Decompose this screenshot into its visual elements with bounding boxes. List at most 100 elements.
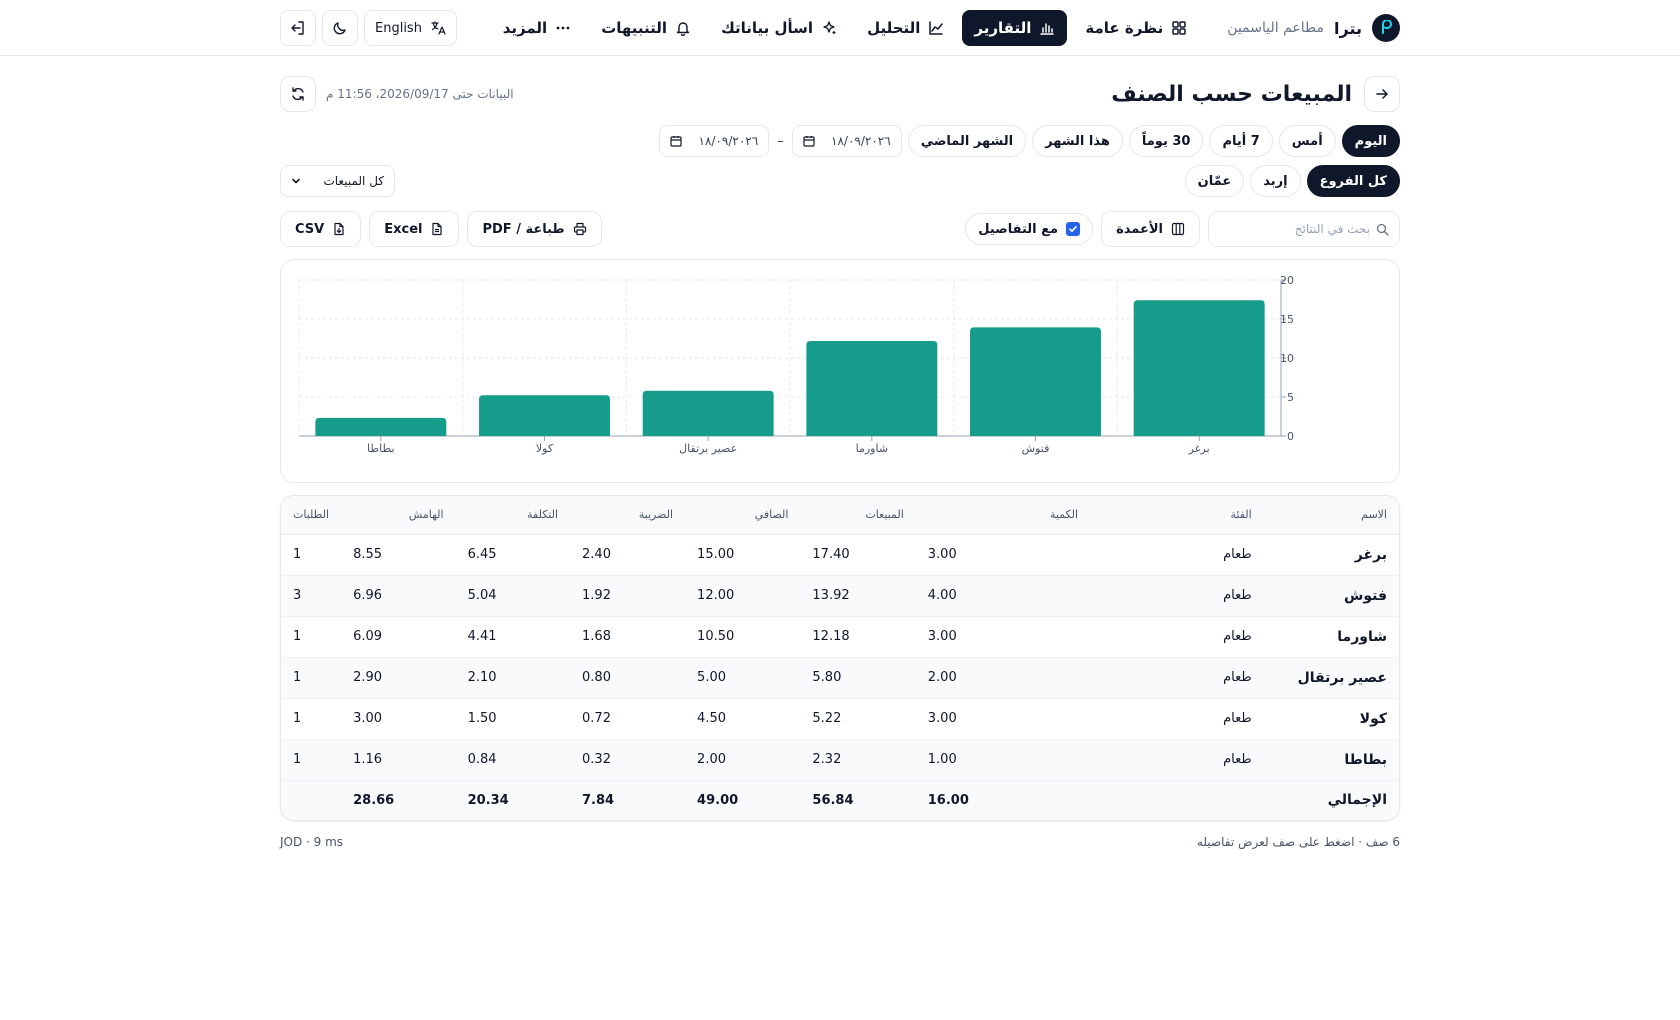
nav-ask-data[interactable]: اسأل بياناتك [709,10,849,46]
back-button[interactable] [1364,76,1400,112]
branch-irbid[interactable]: إربد [1250,165,1301,197]
language-toggle-button[interactable]: English [364,10,457,46]
cell-sales: 5.22 [800,698,916,740]
x-tick-label: شاورما [856,442,888,455]
table-row[interactable]: بطاطا طعام 1.00 2.32 2.00 0.32 0.84 1.16 1 [281,739,1399,781]
col-orders-header[interactable]: الطلبات [281,496,342,535]
brand[interactable]: بترا مطاعم الياسمين [1227,14,1400,42]
y-tick-label: 15 [1280,313,1294,326]
table-row[interactable]: شاورما طعام 3.00 12.18 10.50 1.68 4.41 6.09 1 [281,616,1399,658]
with-details-toggle[interactable]: مع التفاصيل [965,213,1094,245]
cell-net: 10.50 [685,616,801,658]
cell-tax: 0.72 [570,698,686,740]
date-from-input[interactable]: ١٨/٠٩/٢٠٢٦ [791,125,902,157]
branch-filters: كل الفروع إربد عمّان كل المبيعات [280,165,1400,197]
cell-orders: 1 [281,657,342,699]
report-footer: 6 صف · اضغط على صف لعرض تفاصيله JOD · 9 … [280,835,1400,849]
nav-alerts[interactable]: التنبيهات [589,10,703,46]
col-sales-header[interactable]: المبيعات [800,496,916,535]
with-details-checkbox[interactable] [1066,222,1081,236]
cell-sales: 2.32 [800,739,916,781]
search-box[interactable] [1208,211,1400,247]
table-row[interactable]: عصير برتقال طعام 2.00 5.80 5.00 0.80 2.10 2.90 1 [281,657,1399,699]
cell-name: كولا [1263,698,1399,740]
theme-toggle-button[interactable] [322,10,358,46]
csv-export-button[interactable]: CSV [280,211,362,247]
period-30-days[interactable]: 30 يوماً [1128,125,1204,157]
moon-icon [332,20,348,36]
period-last-month[interactable]: الشهر الماضي [907,125,1027,157]
bell-icon [675,20,691,36]
col-name-header[interactable]: الاسم [1263,496,1399,535]
branch-amman[interactable]: عمّان [1184,165,1245,197]
y-tick-label: 20 [1280,274,1294,287]
chart-bar [970,327,1101,436]
cell-margin: 2.90 [341,657,456,699]
print-pdf-button[interactable]: طباعة / PDF [467,211,602,247]
logout-icon [290,20,306,36]
total-tax: 7.84 [570,779,686,820]
chart-svg: 0 5 10 15 20 برغر فتوش شاورما عصير برتقال كولا بطا… [298,274,1294,455]
col-net-header[interactable]: الصافي [685,496,801,535]
col-category-header[interactable]: الفئة [1090,496,1264,535]
page-title: المبيعات حسب الصنف [1111,81,1352,107]
calendar-icon [803,135,815,147]
logout-button[interactable] [280,10,316,46]
data-freshness: البيانات حتى 2026/09/17، 11:56 م [280,76,514,112]
excel-export-button[interactable]: Excel [369,211,460,247]
search-icon [1376,223,1389,236]
branch-all[interactable]: كل الفروع [1306,165,1400,197]
nav-more[interactable]: المزيد [491,10,583,46]
cell-sales: 17.40 [800,534,916,576]
cell-category: طعام [1090,657,1264,699]
cell-tax: 2.40 [570,534,686,576]
top-bar: بترا مطاعم الياسمين نظرة عامة التقارير [0,0,1680,56]
sales-type-select[interactable]: كل المبيعات [280,165,395,197]
language-label: English [375,20,422,36]
nav-more-label: المزيد [502,19,548,37]
cell-net: 4.50 [685,698,801,740]
cell-cost: 2.10 [455,657,571,699]
period-this-month[interactable]: هذا الشهر [1032,125,1123,157]
col-tax-header[interactable]: الضريبة [570,496,686,535]
period-yesterday[interactable]: أمس [1278,125,1336,157]
table-row[interactable]: فتوش طعام 4.00 13.92 12.00 1.92 5.04 6.96 3 [281,575,1399,617]
brand-logo-icon [1372,14,1400,42]
translate-icon [430,20,446,36]
file-spreadsheet-icon [430,222,444,236]
cell-qty: 3.00 [915,616,1091,658]
table-body: برغر طعام 3.00 17.40 15.00 2.40 6.45 8.55 1 فتوش ط… [281,534,1399,781]
restaurant-name: مطاعم الياسمين [1227,20,1325,36]
chart-bar [642,390,774,436]
export-actions: طباعة / PDF Excel CSV [280,211,602,247]
x-tick-label: برغر [1188,442,1210,455]
columns-icon [1171,222,1185,236]
period-today[interactable]: اليوم [1341,125,1400,157]
table-row[interactable]: كولا طعام 3.00 5.22 4.50 0.72 1.50 3.00 1 [281,698,1399,740]
toolbar: الأعمدة مع التفاصيل طباعة / PDF Excel [280,211,1400,247]
chart-bar [806,340,938,436]
y-tick-label: 0 [1287,430,1294,443]
cell-margin: 6.96 [341,575,456,617]
nav-analysis[interactable]: التحليل [855,10,956,46]
col-qty-header[interactable]: الكمية [915,496,1091,535]
cell-margin: 3.00 [341,698,456,740]
period-filters: اليوم أمس 7 أيام 30 يوماً هذا الشهر الشه… [280,125,1400,157]
cell-name: فتوش [1263,575,1399,617]
report-main: المبيعات حسب الصنف البيانات حتى 2026/09/… [280,56,1400,849]
line-chart-icon [928,20,944,36]
total-sales: 56.84 [800,779,916,820]
nav-reports[interactable]: التقارير [962,10,1068,46]
nav-overview[interactable]: نظرة عامة [1073,10,1199,46]
col-margin-header[interactable]: الهامش [341,496,456,535]
period-7-days[interactable]: 7 أيام [1209,125,1273,157]
search-input[interactable] [1220,222,1370,236]
col-cost-header[interactable]: التكلفة [455,496,571,535]
table-row[interactable]: برغر طعام 3.00 17.40 15.00 2.40 6.45 8.55 1 [281,534,1399,576]
date-to-input[interactable]: ١٨/٠٩/٢٠٢٦ [659,125,770,157]
columns-button[interactable]: الأعمدة [1101,211,1200,247]
total-net: 49.00 [685,779,801,820]
data-as-of-text: البيانات حتى 2026/09/17، 11:56 م [326,87,514,101]
refresh-button[interactable] [280,76,316,112]
cell-name: شاورما [1263,616,1399,658]
